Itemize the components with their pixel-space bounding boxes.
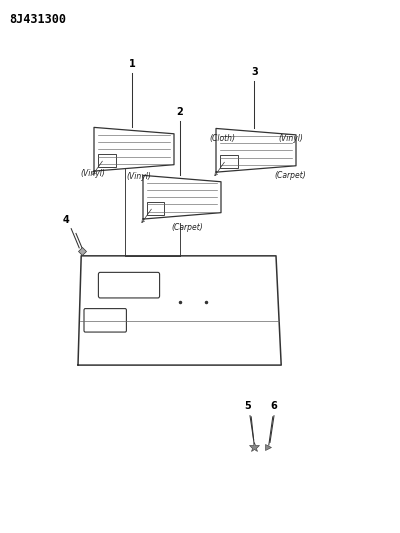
- Bar: [98, 154, 116, 167]
- Text: 5: 5: [245, 401, 251, 411]
- Text: 2: 2: [177, 107, 183, 117]
- Text: (Vinyl): (Vinyl): [278, 134, 303, 143]
- Text: 3: 3: [251, 67, 258, 77]
- Text: (Carpet): (Carpet): [274, 171, 306, 180]
- Text: (Carpet): (Carpet): [171, 223, 203, 232]
- Text: (Vinyl): (Vinyl): [127, 172, 152, 181]
- Text: 8J431300: 8J431300: [9, 13, 66, 26]
- Bar: [220, 155, 238, 168]
- Text: (Cloth): (Cloth): [209, 134, 235, 143]
- Bar: [147, 201, 164, 215]
- Text: 1: 1: [129, 59, 135, 69]
- Text: 4: 4: [63, 215, 69, 225]
- Text: 6: 6: [271, 401, 277, 411]
- Text: (Vinyl): (Vinyl): [80, 169, 105, 178]
